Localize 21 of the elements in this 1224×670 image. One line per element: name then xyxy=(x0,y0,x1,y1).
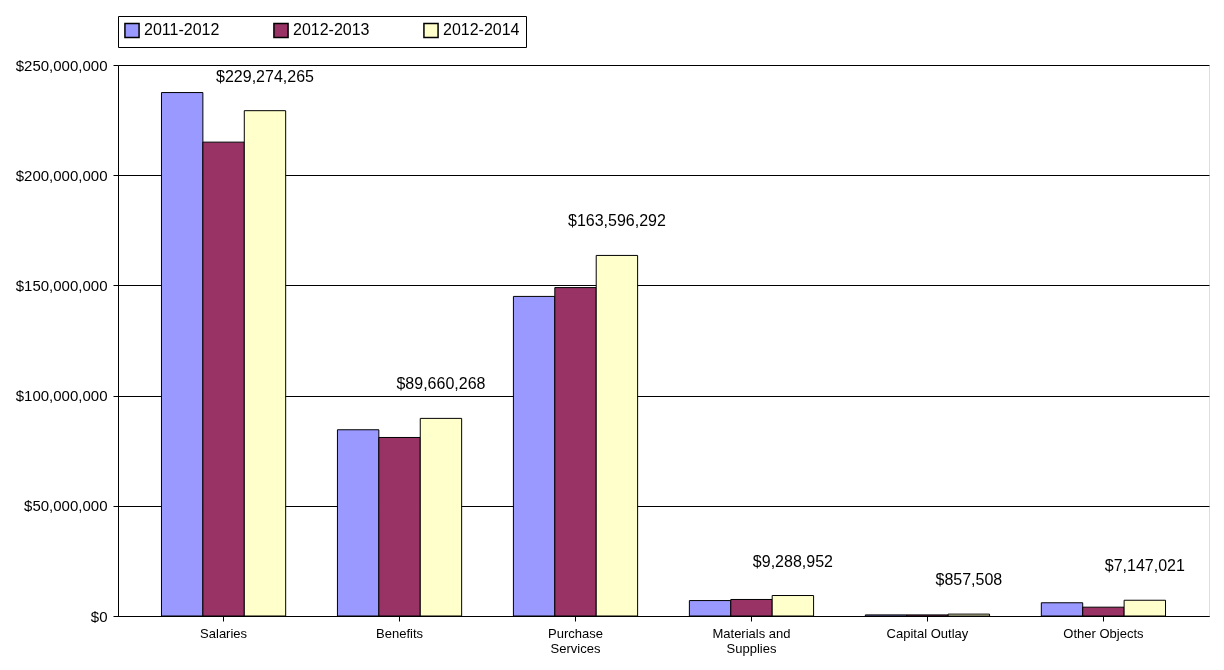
x-tick-label: Materials and Supplies xyxy=(712,625,791,656)
data-label: $229,274,265 xyxy=(216,67,315,85)
legend-label: 2011-2012 xyxy=(144,21,220,39)
y-tick-label: $250,000,000 xyxy=(15,56,108,74)
data-label: $163,596,292 xyxy=(567,212,666,230)
data-label: $7,147,021 xyxy=(1104,557,1185,575)
x-tick-label: Salaries xyxy=(200,625,248,641)
y-tick-label: $150,000,000 xyxy=(15,276,108,294)
y-tick-label: $0 xyxy=(90,607,108,625)
legend-label: 2012-2013 xyxy=(293,21,370,39)
data-label: $89,660,268 xyxy=(396,375,486,393)
legend-label: 2012-2014 xyxy=(443,21,520,39)
x-tick-label: Benefits xyxy=(376,625,424,641)
y-tick-label: $200,000,000 xyxy=(15,166,108,184)
x-tick-label: Other Objects xyxy=(1063,625,1145,641)
x-tick-label: Capital Outlay xyxy=(886,625,969,641)
y-tick-label: $100,000,000 xyxy=(15,387,108,405)
y-tick-label: $50,000,000 xyxy=(24,497,108,515)
data-label: $9,288,952 xyxy=(752,552,834,570)
data-label: $857,508 xyxy=(935,571,1003,589)
x-tick-label: Purchase Services xyxy=(548,625,603,656)
